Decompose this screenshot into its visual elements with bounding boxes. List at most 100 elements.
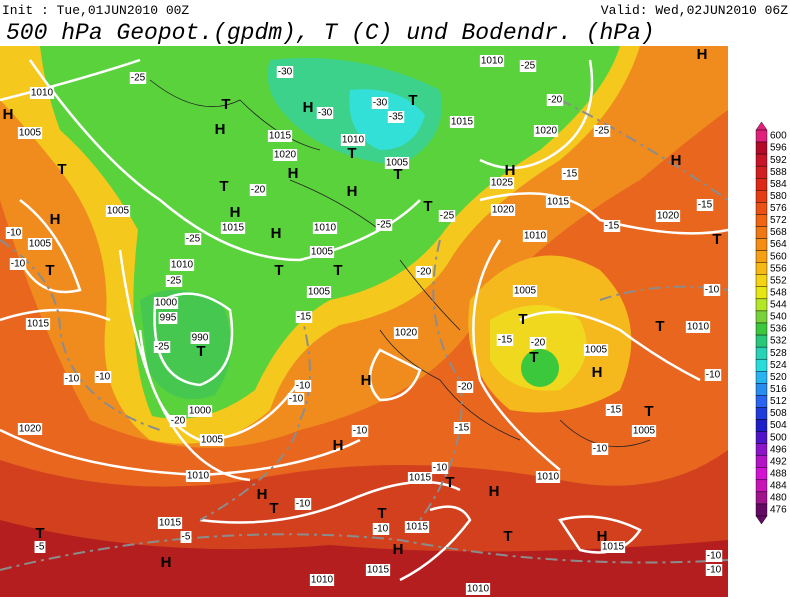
colorbar-swatch bbox=[755, 129, 768, 143]
contour-label: 1005 bbox=[585, 345, 608, 356]
label-box bbox=[605, 404, 623, 416]
label-box bbox=[384, 157, 410, 169]
contour-label: 1015 bbox=[451, 117, 474, 128]
label-box bbox=[287, 393, 305, 405]
colorbar-swatch bbox=[755, 274, 768, 288]
contour-label: -30 bbox=[318, 108, 333, 119]
contour-label: -20 bbox=[251, 185, 266, 196]
colorbar-swatch bbox=[755, 358, 768, 372]
label-box bbox=[17, 127, 43, 139]
contour-label: 1010 bbox=[314, 223, 337, 234]
colorbar-label: 532 bbox=[770, 336, 787, 347]
contour-label: -25 bbox=[155, 342, 170, 353]
contour-label: -15 bbox=[605, 221, 620, 232]
contour-label: 1005 bbox=[107, 206, 130, 217]
pressure-center: H bbox=[592, 364, 603, 381]
valid-time: Valid: Wed,02JUN2010 06Z bbox=[601, 3, 788, 18]
contour-label: 1010 bbox=[342, 135, 365, 146]
label-box bbox=[465, 583, 491, 595]
contour-label: -25 bbox=[131, 73, 146, 84]
colorbar-swatch bbox=[755, 310, 768, 324]
label-box bbox=[631, 425, 657, 437]
label-box bbox=[169, 415, 187, 427]
pressure-center: T bbox=[35, 525, 44, 542]
label-box bbox=[685, 321, 711, 333]
contour-label: -15 bbox=[498, 335, 513, 346]
colorbar-label: 560 bbox=[770, 251, 787, 262]
contour-label: 1015 bbox=[222, 223, 245, 234]
pressure-center: H bbox=[333, 437, 344, 454]
pressure-center: T bbox=[644, 403, 653, 420]
contour-label: 1015 bbox=[547, 197, 570, 208]
colorbar-label: 564 bbox=[770, 239, 787, 250]
colorbar-swatch bbox=[755, 165, 768, 179]
colorbar-swatch bbox=[755, 214, 768, 227]
label-box bbox=[306, 286, 332, 298]
pressure-center: T bbox=[196, 343, 205, 360]
colorbar-label: 548 bbox=[770, 287, 787, 298]
label-box bbox=[294, 380, 312, 392]
contour-label: -10 bbox=[707, 551, 722, 562]
colorbar-label: 588 bbox=[770, 167, 787, 178]
colorbar-swatch bbox=[755, 479, 768, 493]
contour-label: 1020 bbox=[492, 205, 515, 216]
contour-label: 990 bbox=[192, 333, 209, 344]
label-box bbox=[489, 177, 515, 189]
pressure-center: T bbox=[347, 145, 356, 162]
colorbar-label: 552 bbox=[770, 275, 787, 286]
label-box bbox=[372, 523, 390, 535]
contour-label: -10 bbox=[707, 565, 722, 576]
colorbar-swatch bbox=[755, 250, 768, 263]
contour-label: 1000 bbox=[155, 298, 178, 309]
label-box bbox=[479, 55, 505, 67]
contour-label: -25 bbox=[186, 234, 201, 245]
label-box bbox=[17, 423, 43, 435]
pressure-center: H bbox=[489, 483, 500, 500]
isotherm bbox=[0, 99, 729, 571]
contour-label: 1005 bbox=[201, 435, 224, 446]
label-box bbox=[705, 564, 723, 576]
colorbar-swatch bbox=[755, 346, 768, 360]
label-box bbox=[158, 312, 178, 324]
pressure-center: T bbox=[377, 505, 386, 522]
label-box bbox=[157, 517, 183, 529]
contour-label: -30 bbox=[373, 98, 388, 109]
contour-label: -10 bbox=[353, 426, 368, 437]
colorbar-swatch bbox=[755, 383, 768, 396]
label-box bbox=[34, 541, 46, 553]
label-box bbox=[522, 230, 548, 242]
colorbar-label: 540 bbox=[770, 312, 787, 323]
pressure-center: T bbox=[712, 231, 721, 248]
contour-label: -25 bbox=[167, 276, 182, 287]
contour-label: -15 bbox=[607, 405, 622, 416]
label-box bbox=[9, 258, 27, 270]
label-box bbox=[312, 222, 338, 234]
colorbar-label: 512 bbox=[770, 396, 787, 407]
cold-pool bbox=[521, 349, 559, 387]
pressure-center: T bbox=[219, 178, 228, 195]
label-box bbox=[276, 66, 294, 78]
label-box bbox=[535, 471, 561, 483]
coastline bbox=[149, 79, 651, 448]
pressure-center: T bbox=[503, 528, 512, 545]
pressure-center: H bbox=[597, 528, 608, 545]
contour-label: 1015 bbox=[269, 131, 292, 142]
colorbar-label: 488 bbox=[770, 468, 787, 479]
contour-label: -25 bbox=[377, 220, 392, 231]
pressure-center: H bbox=[3, 106, 14, 123]
contour-label: 1020 bbox=[19, 424, 42, 435]
pressure-center: T bbox=[423, 198, 432, 215]
contour-label: 1005 bbox=[308, 287, 331, 298]
contour-label: -10 bbox=[289, 394, 304, 405]
contour-label: -10 bbox=[433, 463, 448, 474]
label-box bbox=[63, 373, 81, 385]
pressure-center: T bbox=[445, 474, 454, 491]
label-box bbox=[340, 134, 366, 146]
colorbar-label: 572 bbox=[770, 215, 787, 226]
contour-label: -10 bbox=[374, 524, 389, 535]
contour-label: 995 bbox=[160, 313, 177, 324]
contour-label: 1010 bbox=[537, 472, 560, 483]
colorbar-label: 492 bbox=[770, 456, 787, 467]
colorbar-label: 476 bbox=[770, 505, 787, 516]
label-box bbox=[220, 222, 246, 234]
